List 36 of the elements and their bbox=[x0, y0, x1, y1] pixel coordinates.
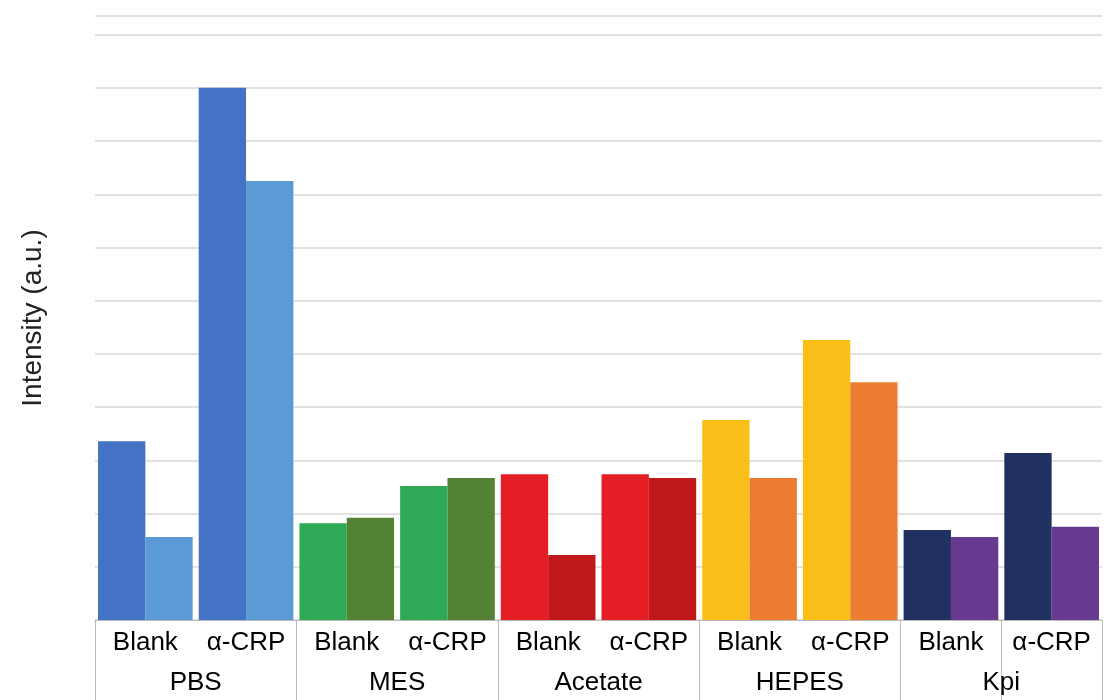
x-tick-label: α-CRP bbox=[609, 626, 689, 656]
bar bbox=[548, 555, 596, 620]
bar bbox=[648, 477, 697, 620]
bar bbox=[145, 536, 193, 620]
text: Kpi bbox=[982, 666, 1021, 696]
bar bbox=[447, 477, 495, 620]
bar bbox=[1051, 526, 1099, 620]
bar bbox=[802, 340, 851, 620]
text: MES bbox=[368, 666, 426, 696]
bar bbox=[850, 382, 898, 620]
bar bbox=[702, 419, 750, 620]
bar bbox=[601, 474, 649, 620]
x-tick-label: α-CRP bbox=[810, 626, 890, 656]
bar bbox=[1004, 452, 1052, 620]
x-tick-label: Blank bbox=[112, 626, 179, 656]
y-axis-title: Intensity (a.u.) bbox=[15, 229, 47, 407]
bar bbox=[400, 485, 448, 620]
bar bbox=[500, 474, 549, 620]
bar bbox=[346, 517, 395, 620]
bar bbox=[246, 180, 294, 620]
x-tick-label: α-CRP bbox=[1012, 626, 1091, 656]
text: Acetate bbox=[554, 666, 643, 696]
bar bbox=[903, 530, 951, 620]
x-tick-label: α-CRP bbox=[408, 626, 487, 656]
text: PBS bbox=[169, 666, 222, 696]
x-tick-label: α-CRP bbox=[206, 626, 286, 656]
bar bbox=[299, 523, 347, 620]
x-tick-label: Blank bbox=[717, 626, 784, 656]
x-tick-label: Blank bbox=[515, 626, 582, 656]
bar bbox=[98, 441, 146, 620]
x-tick-label: Blank bbox=[314, 626, 381, 656]
x-tick-label: Blank bbox=[918, 626, 985, 656]
bar bbox=[198, 87, 247, 620]
bar bbox=[749, 477, 797, 620]
text: HEPES bbox=[755, 666, 844, 696]
bar bbox=[950, 536, 999, 620]
